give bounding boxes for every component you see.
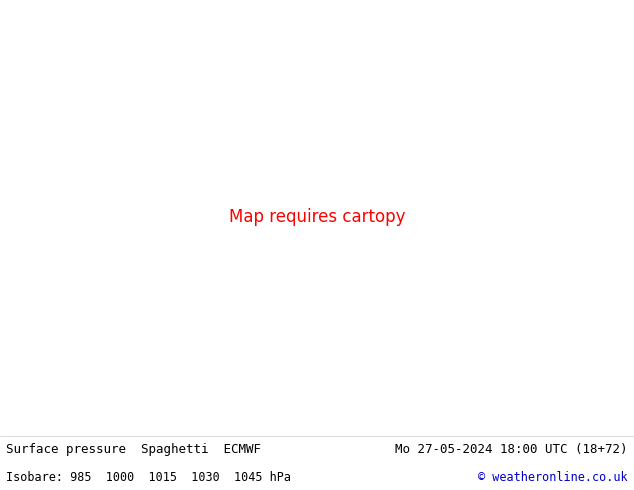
- Text: Surface pressure  Spaghetti  ECMWF: Surface pressure Spaghetti ECMWF: [6, 443, 261, 456]
- Text: Map requires cartopy: Map requires cartopy: [229, 208, 405, 226]
- Text: © weatheronline.co.uk: © weatheronline.co.uk: [478, 471, 628, 484]
- Text: Mo 27-05-2024 18:00 UTC (18+72): Mo 27-05-2024 18:00 UTC (18+72): [395, 443, 628, 456]
- Text: Isobare: 985  1000  1015  1030  1045 hPa: Isobare: 985 1000 1015 1030 1045 hPa: [6, 471, 292, 484]
